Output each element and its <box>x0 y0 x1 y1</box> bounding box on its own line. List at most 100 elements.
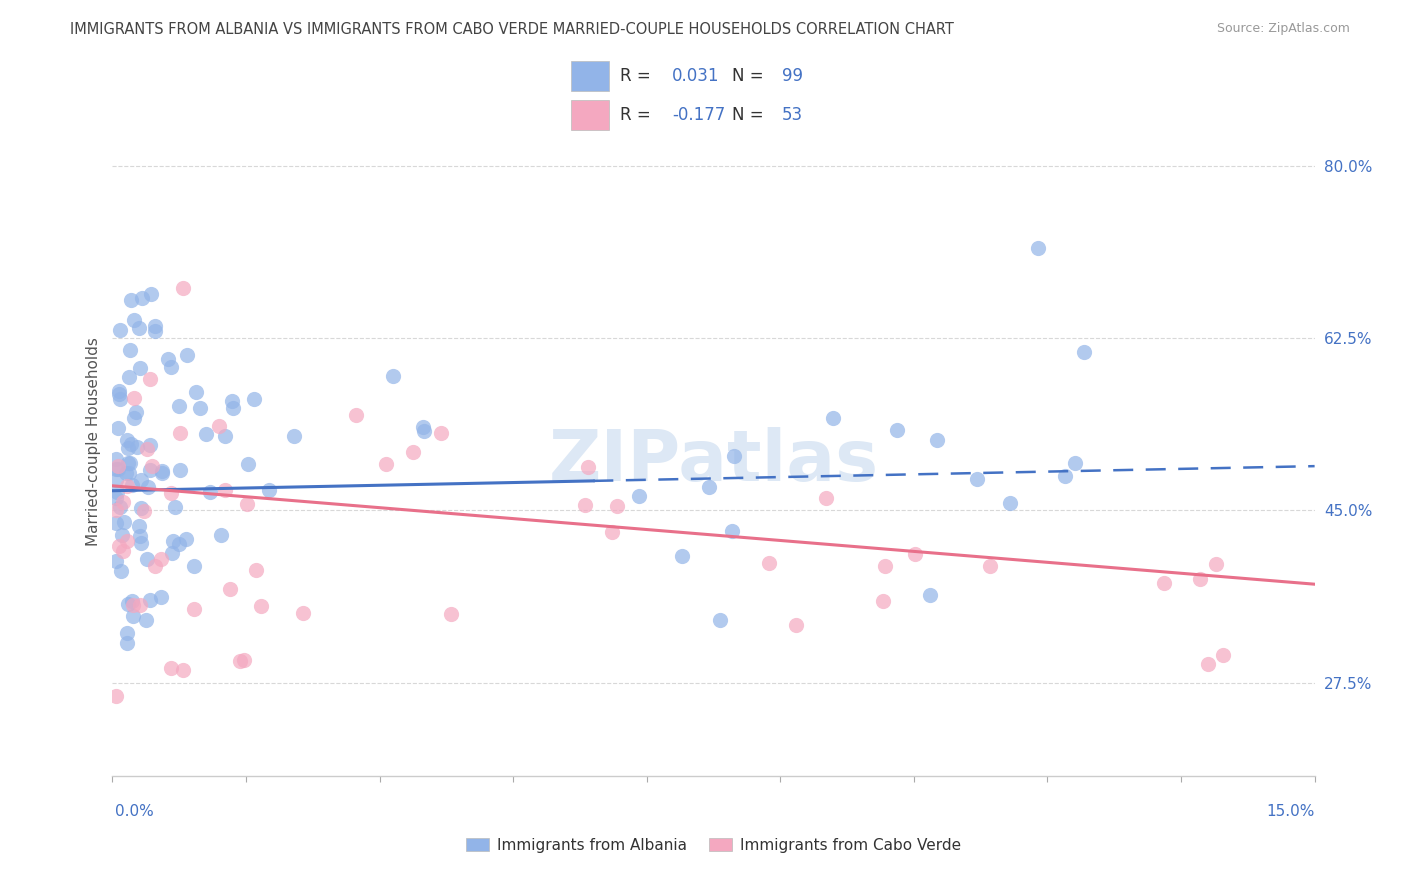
Point <box>115 534 138 549</box>
Point <box>129 500 152 515</box>
Point <box>110 500 132 515</box>
Text: 0.031: 0.031 <box>672 67 720 85</box>
Text: 53: 53 <box>782 106 803 124</box>
Point <box>139 286 162 301</box>
Point <box>195 426 218 441</box>
Bar <box>571 62 609 91</box>
Point <box>344 409 367 423</box>
Point <box>121 437 143 451</box>
Point <box>162 533 184 548</box>
Point <box>966 472 988 486</box>
Point <box>176 348 198 362</box>
Point <box>174 533 197 547</box>
Point <box>381 369 405 384</box>
Point <box>114 467 136 481</box>
Text: Source: ZipAtlas.com: Source: ZipAtlas.com <box>1216 22 1350 36</box>
Point <box>183 558 205 573</box>
Y-axis label: Married-couple Households: Married-couple Households <box>86 337 101 546</box>
Point <box>172 281 194 295</box>
Point <box>291 606 314 620</box>
Point <box>1189 572 1212 586</box>
Point <box>135 442 157 457</box>
Point <box>169 399 191 413</box>
Text: ZIPatlas: ZIPatlas <box>548 427 879 496</box>
Point <box>139 462 162 476</box>
Text: 15.0%: 15.0% <box>1267 805 1315 819</box>
Point <box>920 588 942 602</box>
Point <box>814 491 837 506</box>
Point <box>413 424 436 438</box>
Point <box>105 473 128 487</box>
Point <box>720 524 742 538</box>
Point <box>132 503 155 517</box>
Point <box>139 372 162 386</box>
Point <box>120 456 142 470</box>
Point <box>127 440 149 454</box>
Point <box>402 445 425 459</box>
Point <box>112 494 135 508</box>
Point <box>131 291 153 305</box>
Point <box>143 324 166 338</box>
Point <box>136 552 159 566</box>
Point <box>115 636 138 650</box>
Text: R =: R = <box>620 67 657 85</box>
Text: 99: 99 <box>782 67 803 85</box>
Point <box>128 519 150 533</box>
Point <box>150 590 173 604</box>
Point <box>117 597 139 611</box>
Bar <box>571 100 609 130</box>
Text: IMMIGRANTS FROM ALBANIA VS IMMIGRANTS FROM CABO VERDE MARRIED-COUPLE HOUSEHOLDS : IMMIGRANTS FROM ALBANIA VS IMMIGRANTS FR… <box>70 22 955 37</box>
Point <box>118 369 141 384</box>
Point <box>249 599 271 613</box>
Point <box>228 654 250 668</box>
Point <box>156 351 179 366</box>
Point <box>120 293 142 307</box>
Point <box>159 661 181 675</box>
Point <box>1073 344 1095 359</box>
Point <box>222 401 245 416</box>
Point <box>139 438 162 452</box>
Point <box>143 559 166 574</box>
Point <box>107 458 129 473</box>
Point <box>214 429 236 443</box>
Point <box>1197 657 1219 671</box>
Text: R =: R = <box>620 106 657 124</box>
Point <box>105 554 128 568</box>
Point <box>141 458 163 473</box>
Point <box>235 498 257 512</box>
Point <box>122 313 145 327</box>
Point <box>150 466 173 480</box>
Point <box>125 404 148 418</box>
Point <box>429 425 451 440</box>
Point <box>221 393 243 408</box>
Point <box>107 461 129 475</box>
Text: N =: N = <box>733 106 769 124</box>
Point <box>169 463 191 477</box>
Point <box>139 592 162 607</box>
Point <box>108 539 131 553</box>
Point <box>121 593 143 607</box>
Point <box>169 426 191 441</box>
Point <box>998 496 1021 510</box>
Point <box>115 433 138 447</box>
Point <box>129 474 152 488</box>
Point <box>105 503 128 517</box>
Point <box>873 558 896 573</box>
Point <box>904 547 927 561</box>
Text: N =: N = <box>733 67 769 85</box>
Point <box>283 429 305 443</box>
Point <box>927 434 949 448</box>
Legend: Immigrants from Albania, Immigrants from Cabo Verde: Immigrants from Albania, Immigrants from… <box>460 831 967 859</box>
Point <box>120 343 142 358</box>
Point <box>129 598 152 612</box>
Point <box>236 457 259 471</box>
Point <box>121 477 143 491</box>
Point <box>214 483 236 497</box>
Point <box>124 411 146 425</box>
Point <box>606 499 628 513</box>
Point <box>188 401 211 415</box>
Point <box>115 625 138 640</box>
Point <box>160 360 183 375</box>
Point <box>709 613 731 627</box>
Point <box>245 563 267 577</box>
